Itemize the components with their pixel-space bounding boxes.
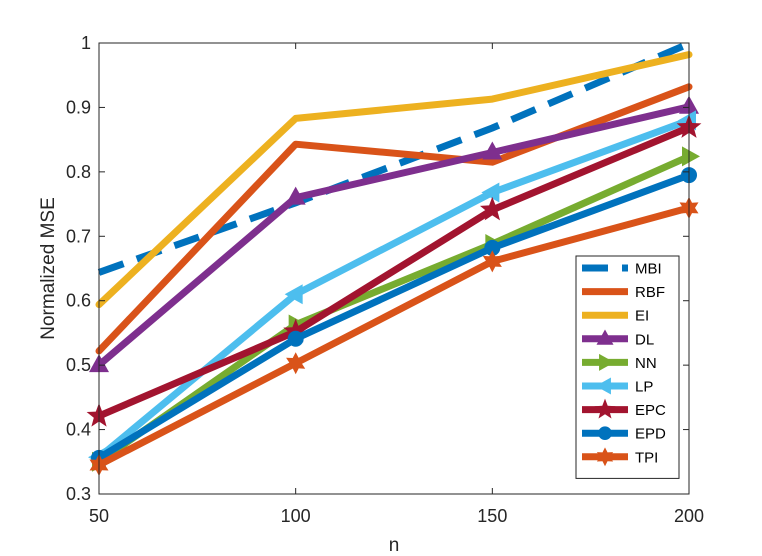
legend-label-nn: NN xyxy=(635,355,657,372)
y-tick-label: 1 xyxy=(81,33,91,53)
series-marker-lp-2 xyxy=(481,182,500,203)
series-line-epd xyxy=(95,171,693,462)
legend-label-mbi: MBI xyxy=(635,261,662,278)
y-tick-label: 0.9 xyxy=(66,97,91,117)
series-marker-lp-1 xyxy=(284,284,303,305)
x-tick-label: 100 xyxy=(281,506,311,526)
y-tick-label: 0.5 xyxy=(66,355,91,375)
series-line-ei xyxy=(95,51,693,309)
x-axis-label: n xyxy=(389,535,400,556)
series-marker-epc-1 xyxy=(283,318,308,343)
series-line-mbi xyxy=(97,40,691,276)
series-marker-tpi-2 xyxy=(482,250,502,273)
legend-marker-dl xyxy=(596,329,614,345)
series-line-nn xyxy=(95,152,693,466)
legend-marker-tpi xyxy=(596,447,614,467)
series-line-dl xyxy=(95,103,693,369)
y-tick-label: 0.4 xyxy=(66,420,91,440)
series-line-epc xyxy=(95,123,693,420)
x-tick-label: 50 xyxy=(89,506,109,526)
legend-marker-nn xyxy=(599,353,615,371)
y-tick-label: 0.6 xyxy=(66,291,91,311)
legend-label-dl: DL xyxy=(635,331,654,348)
y-tick-label: 0.3 xyxy=(66,484,91,504)
legend: MBI RBF EI DL NN LP EPC EPD TPI xyxy=(575,255,680,479)
y-tick-label: 0.7 xyxy=(66,226,91,246)
series-marker-nn-3 xyxy=(682,146,700,167)
series-marker-epd-1 xyxy=(287,330,304,347)
series-marker-epc-2 xyxy=(480,196,505,221)
series-marker-dl-1 xyxy=(285,186,306,205)
legend-label-epd: EPD xyxy=(635,426,666,443)
legend-marker-epc xyxy=(594,398,616,419)
x-tick-label: 200 xyxy=(674,506,704,526)
series-marker-epd-2 xyxy=(484,239,501,256)
y-tick-label: 0.8 xyxy=(66,162,91,182)
series-line-rbf xyxy=(95,83,693,355)
legend-label-rbf: RBF xyxy=(635,284,665,301)
legend-marker-epd xyxy=(598,426,612,441)
series-marker-dl-2 xyxy=(482,141,503,160)
legend-label-lp: LP xyxy=(635,379,653,396)
y-axis-label: Normalized MSE xyxy=(38,197,59,340)
axes-layer: 50 100 150 200 0.3 0.4 0.5 0.6 0.7 0.8 0.9 1 n Normal… xyxy=(38,33,704,556)
legend-label-tpi: TPI xyxy=(635,449,658,466)
legend-label-epc: EPC xyxy=(635,402,666,419)
series-marker-tpi-1 xyxy=(286,352,306,375)
series-line-tpi xyxy=(95,204,693,469)
axes-box xyxy=(98,42,690,495)
x-tick-label: 150 xyxy=(477,506,507,526)
legend-label-ei: EI xyxy=(635,308,649,325)
legend-marker-lp xyxy=(595,377,611,395)
